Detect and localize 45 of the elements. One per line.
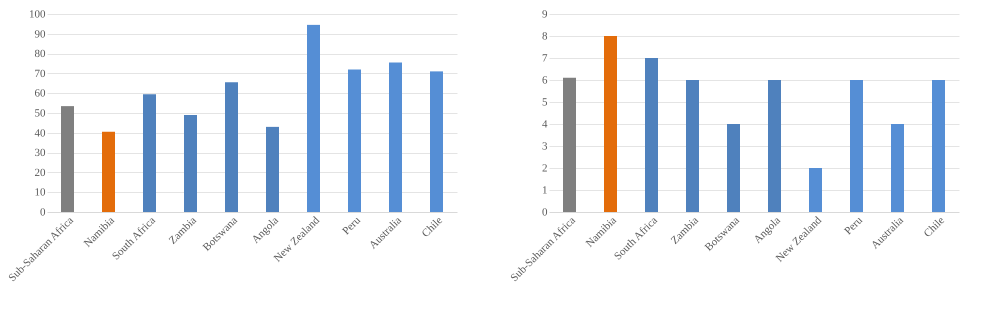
- bar: [604, 36, 617, 212]
- y-tick-label: 100: [29, 8, 46, 20]
- bar: [645, 58, 658, 212]
- y-tick-label: 60: [34, 88, 46, 100]
- bar: [891, 124, 904, 212]
- bar: [686, 80, 699, 212]
- bar: [102, 132, 115, 212]
- bar: [430, 71, 443, 212]
- bar: [727, 124, 740, 212]
- y-tick-label: 1: [542, 184, 548, 196]
- bar: [61, 106, 74, 212]
- bar: [850, 80, 863, 212]
- bar: [932, 80, 945, 212]
- x-tick-label: Peru: [842, 214, 866, 238]
- y-tick-label: 30: [34, 147, 46, 160]
- y-tick-label: 50: [34, 108, 46, 120]
- x-tick-label: Peru: [340, 214, 364, 238]
- x-tick-label: Chile: [420, 214, 446, 240]
- y-tick-label: 0: [40, 206, 46, 218]
- y-tick-label: 3: [542, 140, 548, 152]
- bar: [184, 114, 197, 212]
- y-tick-label: 7: [542, 52, 548, 64]
- y-tick-label: 6: [542, 74, 548, 86]
- bar: [143, 94, 156, 212]
- y-tick-label: 10: [34, 186, 46, 199]
- bar: [389, 62, 402, 212]
- y-tick-label: 0: [542, 206, 548, 218]
- y-tick-label: 90: [34, 28, 46, 40]
- y-tick-label: 80: [34, 48, 46, 60]
- bar: [266, 126, 279, 212]
- y-tick-label: 40: [34, 127, 46, 140]
- y-tick-label: 5: [542, 96, 548, 108]
- bar: [768, 80, 781, 212]
- bar: [225, 82, 238, 212]
- y-tick-label: 20: [34, 166, 46, 179]
- y-tick-label: 9: [542, 8, 548, 20]
- bar: [563, 78, 576, 212]
- bar: [809, 168, 822, 212]
- x-tick-label: Chile: [922, 214, 948, 240]
- bar: [348, 69, 361, 212]
- y-tick-label: 8: [542, 30, 548, 42]
- y-tick-label: 2: [542, 162, 548, 174]
- y-tick-label: 4: [542, 118, 548, 130]
- y-tick-label: 70: [34, 68, 46, 80]
- bar: [307, 24, 320, 212]
